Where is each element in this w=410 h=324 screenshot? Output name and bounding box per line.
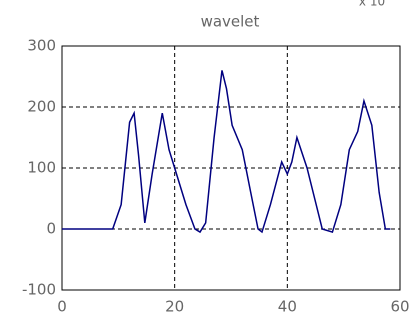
chart-title: wavelet [201, 13, 260, 31]
y-tick-label: -100 [22, 281, 56, 299]
y-tick-label: 0 [46, 220, 56, 238]
x-tick-label: 40 [278, 298, 297, 316]
exponent-label: x 10 [359, 0, 385, 9]
y-tick-label: 300 [27, 37, 56, 55]
y-tick-label: 100 [27, 159, 56, 177]
x-tick-label: 0 [57, 298, 67, 316]
y-tick-label: 200 [27, 98, 56, 116]
x-tick-label: 20 [165, 298, 184, 316]
x-tick-label: 60 [390, 298, 409, 316]
data-line [62, 70, 391, 234]
